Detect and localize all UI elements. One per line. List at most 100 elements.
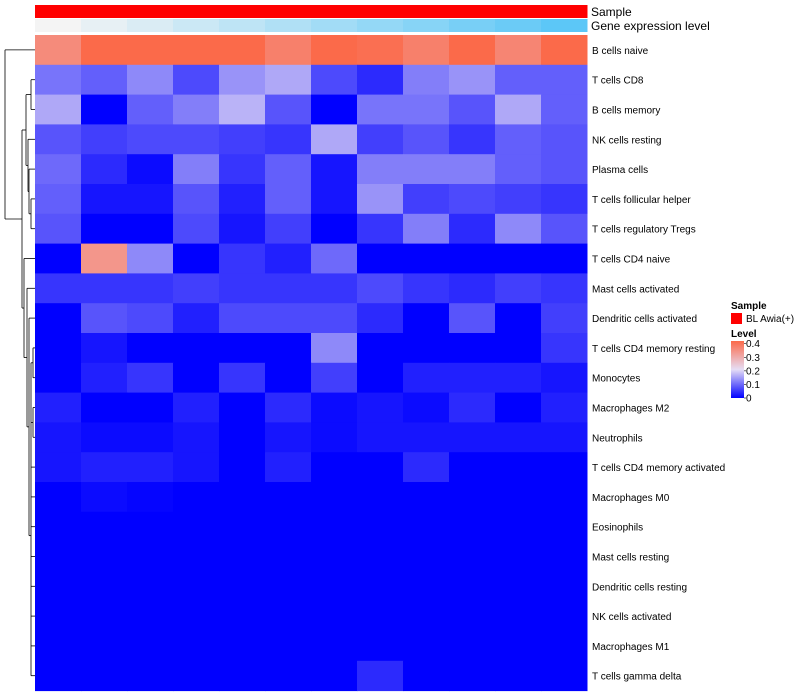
heatmap-cell — [219, 452, 266, 483]
heatmap-cell — [449, 571, 496, 602]
row-label: Mast cells resting — [592, 553, 669, 564]
heatmap-cell — [81, 631, 128, 662]
row-label: Mast cells activated — [592, 284, 679, 295]
heatmap-cell — [35, 184, 82, 215]
heatmap-cell — [173, 154, 220, 185]
heatmap-cell — [265, 64, 312, 96]
heatmap-cell — [357, 184, 404, 215]
heatmap-cell — [357, 35, 404, 66]
heatmap-cell — [127, 392, 174, 423]
heatmap-cell — [495, 333, 542, 364]
heatmap-cell — [449, 511, 496, 543]
heatmap-cell — [495, 362, 542, 394]
heatmap-cell — [541, 243, 588, 274]
heatmap-cell — [173, 422, 220, 453]
heatmap-cell — [449, 124, 496, 155]
heatmap-cell — [35, 511, 82, 543]
heatmap-cell — [127, 452, 174, 483]
heatmap-cell — [403, 601, 450, 632]
heatmap-cell — [449, 35, 496, 66]
row-label: B cells naive — [592, 46, 649, 57]
heatmap-cell — [219, 511, 266, 543]
heatmap-cell — [265, 362, 312, 394]
heatmap-cell — [495, 154, 542, 185]
heatmap-cell — [311, 184, 358, 215]
heatmap-cell — [495, 213, 542, 245]
heatmap-cell — [35, 422, 82, 453]
row-labels: B cells naive T cells CD8 B cells memory NK… — [592, 46, 725, 683]
heatmap-cell — [495, 601, 542, 632]
heatmap-cell — [311, 422, 358, 453]
heatmap-cell — [35, 64, 82, 96]
heatmap-cell — [35, 124, 82, 155]
heatmap-cell — [403, 422, 450, 453]
heatmap-cell — [81, 184, 128, 215]
heatmap-cell — [81, 601, 128, 632]
heatmap-cell — [357, 392, 404, 423]
heatmap-cell — [449, 362, 496, 394]
heatmap-cell — [311, 35, 358, 66]
heatmap-cell — [219, 571, 266, 602]
legend-tick-label: 0.3 — [746, 353, 760, 364]
heatmap-cell — [81, 333, 128, 364]
row-label: T cells regulatory Tregs — [592, 225, 696, 236]
legend-sample-entry: BL Awia(+) — [746, 314, 794, 325]
heatmap-cell — [541, 333, 588, 364]
heatmap-cell — [541, 452, 588, 483]
legend-tick-label: 0.2 — [746, 366, 760, 377]
heatmap-cell — [265, 333, 312, 364]
sample-track-cell — [173, 5, 220, 18]
heatmap-cell — [357, 213, 404, 245]
heatmap-cell — [219, 94, 266, 125]
heatmap-cell — [449, 482, 496, 513]
heatmap-cell — [173, 601, 220, 632]
heatmap-cell — [449, 541, 496, 572]
expression-track-cell — [265, 19, 312, 32]
heatmap-cell — [357, 482, 404, 513]
heatmap-cell — [495, 35, 542, 66]
heatmap-cell — [35, 303, 82, 334]
heatmap-cell — [173, 94, 220, 125]
row-label: Macrophages M0 — [592, 493, 670, 504]
heatmap-cell — [265, 482, 312, 513]
heatmap-cell — [403, 511, 450, 543]
row-label: B cells memory — [592, 106, 660, 117]
heatmap-cell — [173, 243, 220, 274]
heatmap-cell — [541, 64, 588, 96]
heatmap-cell — [35, 35, 82, 66]
heatmap-cell — [81, 273, 128, 304]
heatmap-cell — [35, 541, 82, 572]
heatmap-cell — [35, 213, 82, 245]
heatmap-cell — [449, 213, 496, 245]
heatmap-cell — [81, 124, 128, 155]
heatmap-cell — [357, 601, 404, 632]
heatmap-cell — [127, 571, 174, 602]
row-label: T cells CD4 naive — [592, 255, 671, 266]
heatmap-cell — [173, 482, 220, 513]
row-label: T cells CD4 memory resting — [592, 344, 715, 355]
heatmap-cell — [541, 482, 588, 513]
heatmap-cell — [449, 452, 496, 483]
heatmap-cell — [265, 213, 312, 245]
sample-track-cell — [495, 5, 542, 18]
heatmap-cell — [541, 362, 588, 394]
heatmap-cell — [495, 452, 542, 483]
heatmap-cell — [495, 303, 542, 334]
heatmap-cell — [127, 422, 174, 453]
heatmap-cell — [495, 660, 542, 692]
heatmap-cell — [35, 94, 82, 125]
heatmap-cell — [127, 94, 174, 125]
heatmap-cell — [449, 273, 496, 304]
heatmap-cell — [495, 243, 542, 274]
heatmap-cell — [357, 243, 404, 274]
heatmap-cell — [403, 94, 450, 125]
heatmap-cell — [403, 154, 450, 185]
expression-track-cell — [127, 19, 174, 32]
heatmap-cell — [81, 452, 128, 483]
heatmap-cell — [173, 511, 220, 543]
heatmap-cell — [311, 571, 358, 602]
heatmap-cell — [219, 213, 266, 245]
heatmap-cell — [311, 273, 358, 304]
heatmap-cell — [81, 660, 128, 692]
heatmap-cell — [127, 333, 174, 364]
